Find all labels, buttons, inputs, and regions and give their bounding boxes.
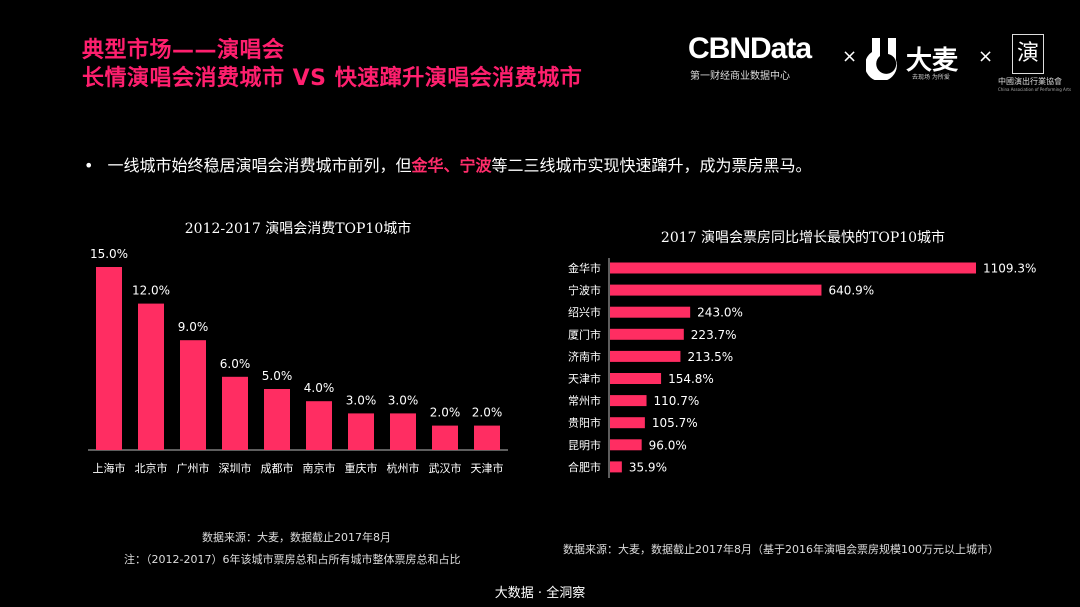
- damai-logo-icon: [866, 38, 897, 80]
- left-bar-9: [474, 425, 500, 450]
- left-bar-5: [306, 401, 332, 450]
- right-category-label: 贵阳市: [568, 416, 601, 430]
- times-icon: ×: [842, 46, 858, 67]
- left-bar-1: [138, 303, 164, 450]
- left-data-label: 4.0%: [304, 381, 335, 395]
- key-finding-bullet: • 一线城市始终稳居演唱会消费城市前列，但金华、宁波等二三线城市实现快速蹿升，成为…: [84, 152, 811, 176]
- right-data-label: 213.5%: [687, 350, 733, 364]
- left-category-label: 深圳市: [219, 461, 252, 475]
- left-category-label: 北京市: [135, 461, 168, 475]
- right-category-label: 天津市: [568, 372, 601, 386]
- right-bar-8: [610, 439, 642, 451]
- right-category-label: 绍兴市: [568, 305, 601, 319]
- right-bar-1: [610, 284, 822, 296]
- left-data-label: 3.0%: [346, 393, 377, 407]
- left-data-label: 15.0%: [90, 247, 128, 261]
- right-category-label: 济南市: [568, 349, 601, 363]
- left-bar-4: [264, 389, 290, 450]
- cbndata-logo: CBNData: [688, 32, 812, 65]
- page-title-line1: 典型市场——演唱会: [82, 38, 285, 63]
- left-bar-2: [180, 340, 206, 450]
- left-bar-8: [432, 425, 458, 450]
- right-data-label: 640.9%: [828, 284, 874, 298]
- left-category-label: 南京市: [303, 461, 336, 475]
- right-bar-3: [610, 328, 684, 340]
- right-category-label: 常州市: [568, 394, 601, 408]
- left-data-label: 2.0%: [430, 406, 461, 420]
- left-data-label: 5.0%: [262, 369, 293, 383]
- left-data-label: 12.0%: [132, 284, 170, 298]
- left-bar-0: [96, 267, 122, 450]
- bullet-highlight: 金华、宁波: [411, 156, 492, 175]
- left-data-label: 9.0%: [178, 320, 209, 334]
- bullet-icon: •: [84, 156, 94, 175]
- right-bar-6: [610, 395, 647, 407]
- right-bar-4: [610, 350, 681, 362]
- right-category-label: 金华市: [568, 261, 601, 275]
- bullet-text-1: 一线城市始终稳居演唱会消费城市前列，但: [107, 156, 412, 175]
- right-bar-9: [610, 461, 622, 473]
- left-bar-3: [222, 376, 248, 450]
- left-data-label: 3.0%: [388, 393, 419, 407]
- capa-name: 中國演出行業協會: [998, 77, 1062, 86]
- right-category-label: 合肥市: [568, 460, 601, 474]
- damai-slogan: 去现场 为所爱: [912, 74, 950, 81]
- bullet-text-2: 等二三线城市实现快速蹿升，成为票房黑马。: [491, 156, 812, 175]
- left-chart-title: 2012-2017 演唱会消费TOP10城市: [185, 220, 412, 237]
- capa-seal-logo: 演: [1012, 34, 1044, 74]
- left-category-label: 杭州市: [387, 461, 420, 475]
- left-data-label: 2.0%: [472, 406, 503, 420]
- right-category-label: 昆明市: [568, 438, 601, 452]
- left-footnote: 注：（2012-2017）6年该城市票房总和占所有城市整体票房总和占比: [124, 553, 461, 566]
- right-category-label: 宁波市: [568, 283, 601, 297]
- left-category-label: 成都市: [261, 461, 294, 475]
- page-title-line2: 长情演唱会消费城市 VS 快速蹿升演唱会消费城市: [82, 66, 583, 91]
- right-data-label: 243.0%: [697, 306, 743, 320]
- right-data-label: 1109.3%: [983, 262, 1036, 276]
- left-data-label: 6.0%: [220, 357, 251, 371]
- cbndata-subtitle: 第一财经商业数据中心: [690, 71, 790, 82]
- left-category-label: 广州市: [177, 461, 210, 475]
- right-data-label: 110.7%: [654, 394, 700, 408]
- left-source-note: 数据来源：大麦，数据截止2017年8月: [202, 531, 391, 544]
- right-data-label: 154.8%: [668, 372, 714, 386]
- right-bar-0: [610, 262, 976, 274]
- right-data-label: 35.9%: [629, 460, 667, 474]
- times-icon: ×: [978, 46, 994, 67]
- right-bar-5: [610, 373, 662, 384]
- right-data-label: 105.7%: [652, 416, 698, 430]
- footer-slogan: 大数据 · 全洞察: [494, 586, 586, 601]
- right-bar-7: [610, 417, 645, 429]
- right-category-label: 厦门市: [568, 327, 601, 341]
- left-bar-6: [348, 413, 374, 450]
- damai-logo-text: 大麦: [906, 46, 959, 76]
- right-data-label: 96.0%: [649, 438, 687, 452]
- right-chart-title: 2017 演唱会票房同比增长最快的TOP10城市: [661, 229, 945, 246]
- left-category-label: 天津市: [471, 461, 504, 475]
- right-data-label: 223.7%: [691, 328, 737, 342]
- right-source-note: 数据来源：大麦，数据截止2017年8月（基于2016年演唱会票房规模100万元以…: [563, 543, 999, 556]
- left-category-label: 上海市: [93, 461, 126, 475]
- right-bar-2: [610, 306, 691, 318]
- left-category-label: 重庆市: [345, 461, 378, 475]
- left-bar-7: [390, 413, 416, 450]
- left-category-label: 武汉市: [429, 461, 462, 475]
- capa-english-name: China Association of Performing Arts: [998, 87, 1072, 92]
